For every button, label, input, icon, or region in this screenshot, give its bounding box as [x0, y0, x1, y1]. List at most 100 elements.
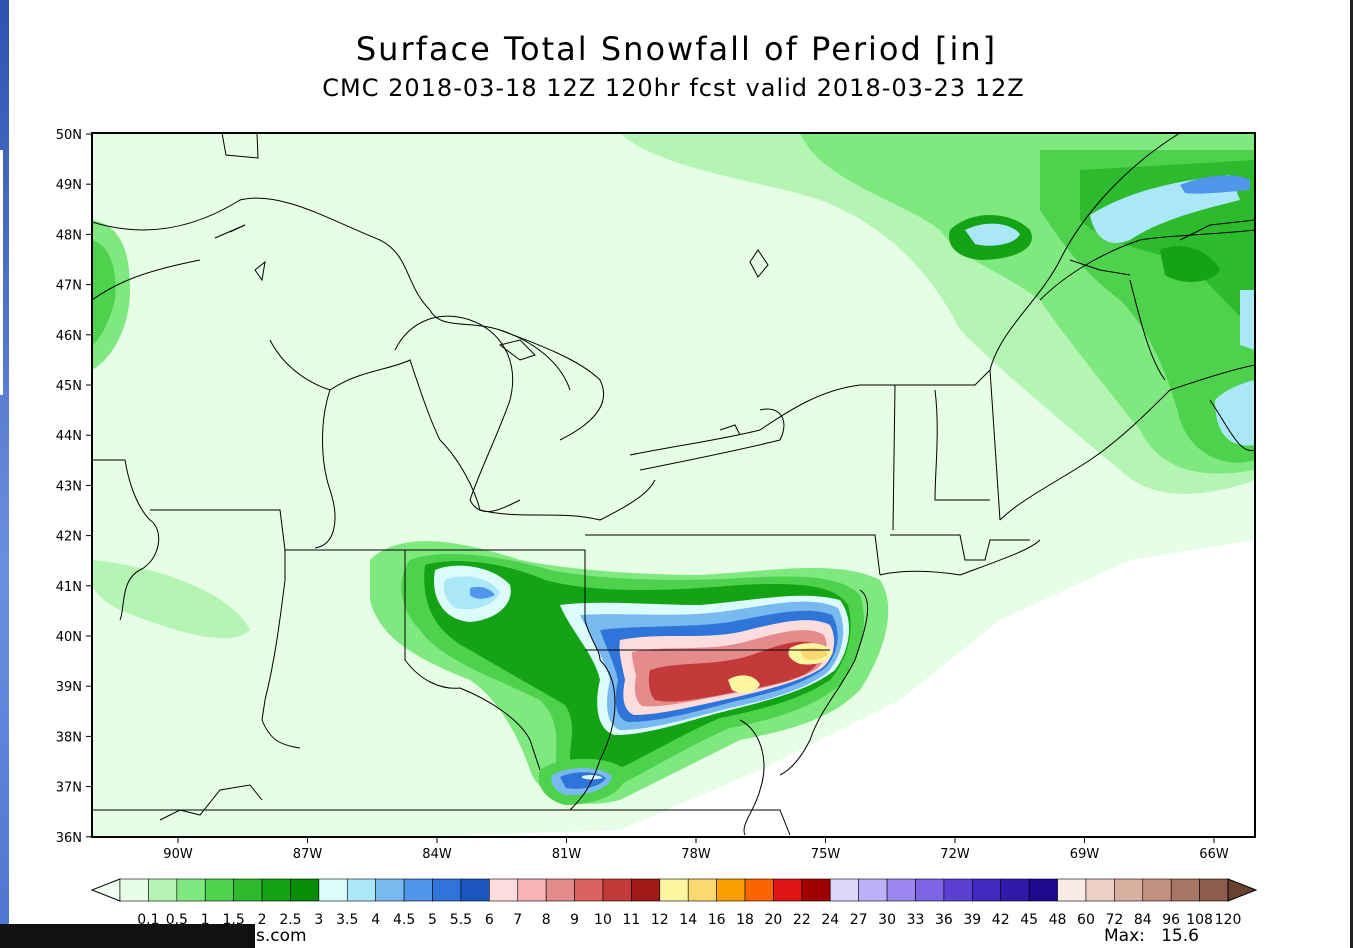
lat-tick-label: 44N	[56, 429, 82, 444]
colorbar-swatch	[574, 878, 604, 902]
lat-tick-label: 38N	[56, 730, 82, 745]
colorbar-high-arrow	[1227, 878, 1258, 902]
lat-tick-label: 45N	[56, 379, 82, 394]
colorbar-swatch	[1170, 878, 1200, 902]
window-edge-left	[0, 0, 9, 948]
colorbar-label: 11	[622, 912, 640, 928]
colorbar-swatch	[829, 878, 859, 902]
colorbar-label: 120	[1215, 912, 1242, 928]
colorbar-swatch	[801, 878, 831, 902]
coastlines-borders	[92, 133, 1255, 836]
colorbar-swatch	[204, 878, 234, 902]
colorbar-swatch	[375, 878, 405, 902]
colorbar-swatch	[716, 878, 746, 902]
colorbar-swatch	[1057, 878, 1087, 902]
max-value: 15.6	[1161, 926, 1199, 946]
lat-tick-label: 48N	[56, 228, 82, 243]
colorbar-swatch	[233, 878, 263, 902]
lat-tick-label: 39N	[56, 680, 82, 695]
colorbar-label: 60	[1077, 912, 1095, 928]
colorbar-label: 39	[963, 912, 981, 928]
lon-tick-label: 84W	[422, 847, 452, 862]
colorbar-swatch	[318, 878, 348, 902]
colorbar-label: 7	[513, 912, 522, 928]
colorbar-label: 42	[992, 912, 1010, 928]
lon-tick-label: 69W	[1070, 847, 1100, 862]
colorbar-swatch	[631, 878, 661, 902]
colorbar-swatch	[1142, 878, 1172, 902]
colorbar-label: 3.5	[336, 912, 358, 928]
lon-tick-label: 87W	[293, 847, 323, 862]
colorbar-label: 10	[594, 912, 612, 928]
colorbar-label: 16	[708, 912, 726, 928]
lat-tick-label: 46N	[56, 329, 82, 344]
colorbar-swatch	[176, 878, 206, 902]
colorbar-swatch	[1028, 878, 1058, 902]
colorbar-label: 14	[679, 912, 697, 928]
colorbar-label: 96	[1162, 912, 1180, 928]
colorbar-label: 72	[1105, 912, 1123, 928]
lat-tick-label: 43N	[56, 479, 82, 494]
colorbar-label: 2.5	[279, 912, 301, 928]
colorbar-swatch	[403, 878, 433, 902]
lat-tick-label: 37N	[56, 781, 82, 796]
colorbar-label: 36	[935, 912, 953, 928]
colorbar-swatch	[460, 878, 490, 902]
colorbar-label: 30	[878, 912, 896, 928]
colorbar-label: 84	[1134, 912, 1152, 928]
colorbar-label: 4	[371, 912, 380, 928]
chart-title: Surface Total Snowfall of Period [in]	[355, 30, 998, 68]
colorbar-swatch	[489, 878, 519, 902]
lat-tick-label: 42N	[56, 530, 82, 545]
colorbar-swatch	[290, 878, 320, 902]
colorbar-swatch	[972, 878, 1002, 902]
colorbar-swatch	[1000, 878, 1030, 902]
colorbar-low-arrow	[90, 878, 121, 902]
lat-tick-label: 50N	[56, 128, 82, 143]
colorbar-swatch	[687, 878, 717, 902]
colorbar-label: 5	[428, 912, 437, 928]
window-edge-right	[1350, 0, 1353, 948]
colorbar-swatch	[517, 878, 547, 902]
colorbar-swatch	[545, 878, 575, 902]
colorbar-label: 8	[542, 912, 551, 928]
colorbar-label: 3	[314, 912, 323, 928]
lat-tick-label: 47N	[56, 279, 82, 294]
max-value-readout: Max: 15.6	[1104, 926, 1199, 946]
colorbar-swatch	[261, 878, 291, 902]
colorbar-swatch	[602, 878, 632, 902]
colorbar-swatch	[886, 878, 916, 902]
colorbar-swatch	[346, 878, 376, 902]
longitude-axis: 90W 87W 84W 81W 78W 75W 72W 69W 66W	[163, 837, 1229, 862]
lat-tick-label: 40N	[56, 630, 82, 645]
lon-tick-label: 66W	[1199, 847, 1229, 862]
colorbar-label: 12	[651, 912, 669, 928]
lon-tick-label: 72W	[940, 847, 970, 862]
colorbar-label: 24	[821, 912, 839, 928]
colorbar-label: 108	[1186, 912, 1213, 928]
colorbar-swatch	[148, 878, 178, 902]
colorbar: 0.1 0.5 1 1.5 2 2.5 3 3.5 4 4.5 5 5.5 6 7 8 9 10 11 12 14 16…	[90, 878, 1258, 928]
colorbar-label: 5.5	[450, 912, 472, 928]
colorbar-swatch	[119, 878, 149, 902]
lat-tick-label: 41N	[56, 580, 82, 595]
source-url: s.com	[256, 926, 307, 946]
lon-tick-label: 90W	[163, 847, 193, 862]
lon-tick-label: 75W	[811, 847, 841, 862]
taskbar-overlay	[0, 924, 255, 948]
colorbar-label: 22	[793, 912, 811, 928]
colorbar-label: 9	[570, 912, 579, 928]
colorbar-label: 27	[850, 912, 868, 928]
colorbar-label: 45	[1020, 912, 1038, 928]
colorbar-label: 4.5	[393, 912, 415, 928]
snowfall-contours	[92, 133, 1255, 837]
colorbar-swatch	[744, 878, 774, 902]
colorbar-label: 6	[485, 912, 494, 928]
colorbar-swatch	[943, 878, 973, 902]
colorbar-label: 18	[736, 912, 754, 928]
max-label: Max:	[1104, 926, 1145, 946]
colorbar-swatch	[915, 878, 945, 902]
colorbar-label: 33	[907, 912, 925, 928]
colorbar-swatch	[432, 878, 462, 902]
